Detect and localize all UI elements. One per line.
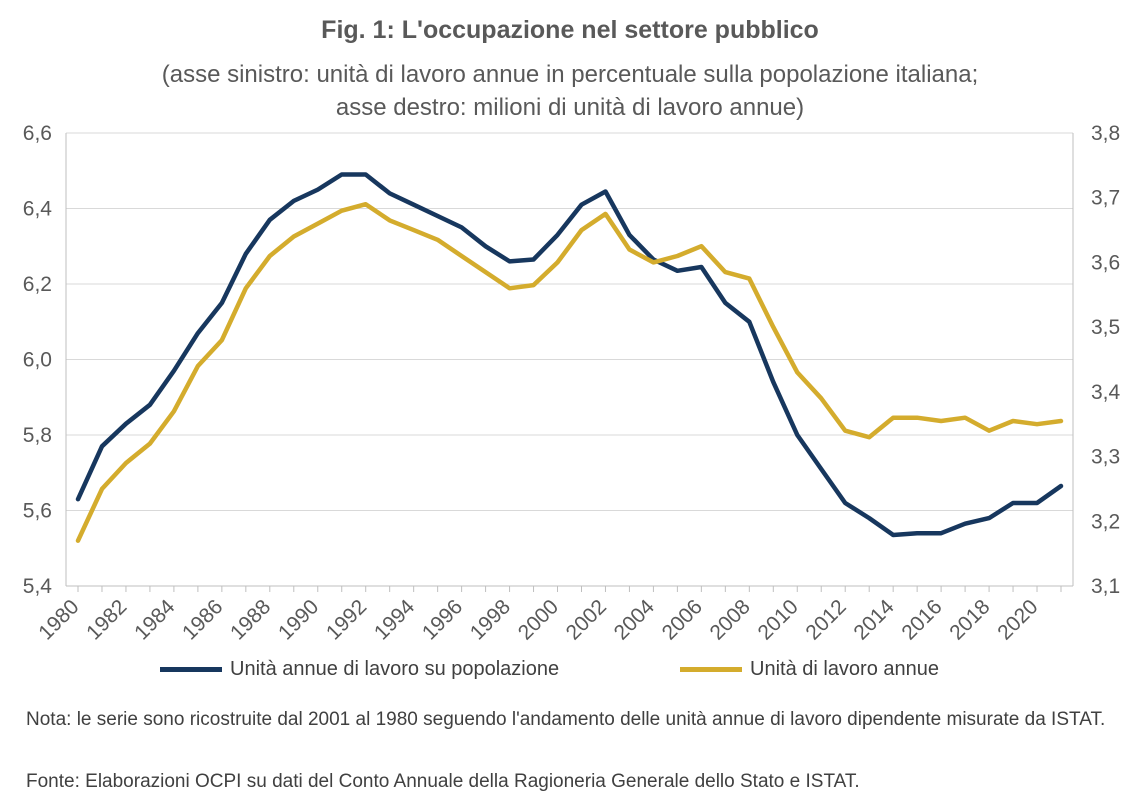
gridlines [66, 132, 1073, 511]
x-tick-label: 1996 [418, 595, 467, 644]
y-right-tick-label: 3,3 [1091, 446, 1120, 469]
series-line-2 [75, 201, 1064, 543]
x-tick-label: 1982 [82, 595, 131, 644]
series-lines [75, 172, 1064, 543]
right-y-axis-ticks: 3,1 3,2 3,3 3,4 3,5 3,6 3,7 3,8 [1091, 122, 1121, 598]
x-tick-label: 2016 [897, 595, 946, 644]
legend: Unità annue di lavoro su popolazione Uni… [0, 658, 1140, 688]
x-tick-label: 2002 [562, 595, 611, 644]
line-chart: 5,4 5,6 5,8 6,0 6,2 6,4 6,6 3,1 3,2 3,3 3,4 3,5 3,6… [23, 122, 1121, 645]
y-right-tick-label: 3,5 [1091, 316, 1120, 339]
x-tick-label: 2012 [801, 595, 850, 644]
y-left-tick-label: 6,2 [23, 273, 52, 296]
x-tick-label: 1980 [34, 595, 83, 644]
legend-item-series-2: Unità di lavoro annue [680, 658, 939, 681]
x-tick-label: 1988 [226, 595, 275, 644]
y-right-tick-label: 3,1 [1091, 575, 1120, 598]
y-right-tick-label: 3,6 [1091, 251, 1120, 274]
y-left-tick-label: 5,8 [23, 424, 52, 447]
subtitle-line-1: (asse sinistro: unità di lavoro annue in… [161, 61, 979, 88]
y-left-tick-label: 5,6 [23, 500, 52, 523]
legend-item-series-1: Unità annue di lavoro su popolazione [160, 658, 559, 681]
x-tick-label: 2010 [754, 595, 803, 644]
x-tick-label: 2004 [610, 595, 660, 645]
y-right-tick-label: 3,2 [1091, 510, 1120, 533]
x-axis: 1980198219841986198819901992199419961998… [34, 133, 1074, 645]
y-left-tick-label: 6,0 [23, 349, 52, 372]
y-left-tick-label: 6,6 [23, 122, 52, 145]
x-tick-label: 2020 [993, 595, 1042, 644]
x-tick-label: 2008 [706, 595, 755, 644]
x-tick-label: 1998 [466, 595, 515, 644]
legend-swatch-series-2 [680, 667, 742, 672]
y-left-tick-label: 5,4 [23, 575, 53, 598]
series-line-1 [75, 172, 1064, 538]
x-tick-label: 1990 [274, 595, 323, 644]
left-y-axis-ticks: 5,4 5,6 5,8 6,0 6,2 6,4 6,6 [23, 122, 53, 598]
x-tick-label: 2018 [945, 595, 994, 644]
x-tick-label: 1986 [178, 595, 227, 644]
legend-label-series-2: Unità di lavoro annue [750, 658, 940, 680]
chart-subtitle: (asse sinistro: unità di lavoro annue in… [0, 58, 1140, 124]
y-right-tick-label: 3,4 [1091, 381, 1121, 404]
legend-label-series-1: Unità annue di lavoro su popolazione [230, 658, 560, 680]
subtitle-line-2: asse destro: milioni di unità di lavoro … [335, 94, 805, 121]
x-tick-label: 1994 [370, 595, 420, 645]
chart-note: Nota: le serie sono ricostruite dal 2001… [26, 709, 1106, 730]
chart-source: Fonte: Elaborazioni OCPI su dati del Con… [26, 771, 860, 792]
x-tick-label: 2000 [514, 595, 563, 644]
x-tick-label: 2014 [849, 595, 899, 645]
chart-title: Fig. 1: L'occupazione nel settore pubbli… [321, 16, 819, 44]
legend-swatch-series-1 [160, 667, 222, 672]
x-tick-label: 2006 [658, 595, 707, 644]
y-left-tick-label: 6,4 [23, 198, 53, 221]
y-right-tick-label: 3,8 [1091, 122, 1120, 145]
y-right-tick-label: 3,7 [1091, 187, 1120, 210]
x-tick-label: 1984 [130, 595, 180, 645]
x-tick-label: 1992 [322, 595, 371, 644]
